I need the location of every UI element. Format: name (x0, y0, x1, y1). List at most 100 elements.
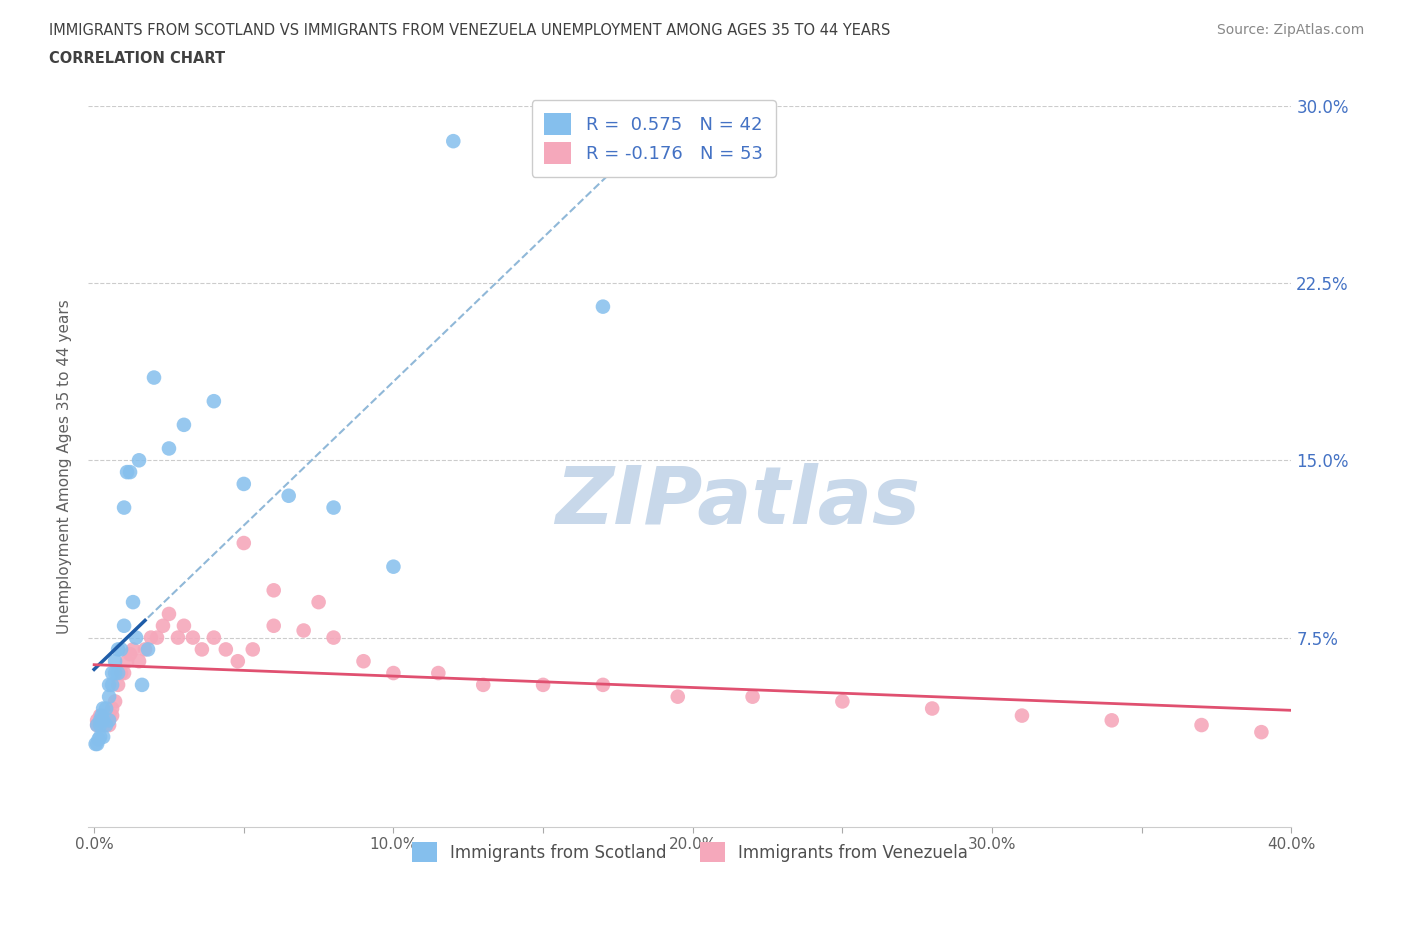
Point (131, 677, 153, 692)
Point (139, 631, 162, 645)
Point (86, 718, 108, 733)
Text: CORRELATION CHART: CORRELATION CHART (49, 51, 225, 66)
Point (921, 701, 943, 716)
Point (98, 713, 121, 728)
Point (232, 476, 254, 491)
Point (322, 631, 344, 645)
Point (125, 631, 148, 645)
Point (101, 677, 124, 692)
Point (157, 606, 180, 621)
Point (91, 718, 114, 733)
Point (89, 718, 111, 733)
Point (89, 708, 111, 723)
Point (128, 654, 150, 669)
Point (118, 465, 141, 480)
Point (242, 642, 264, 657)
Point (110, 666, 132, 681)
Point (98, 689, 121, 704)
Point (134, 642, 156, 657)
Point (441, 134, 464, 149)
Point (107, 666, 129, 681)
Point (157, 441, 180, 456)
Point (173, 618, 195, 633)
Point (292, 623, 315, 638)
Point (107, 677, 129, 692)
Point (136, 642, 159, 657)
Point (263, 618, 285, 633)
Point (104, 654, 127, 669)
Point (152, 618, 174, 633)
Point (173, 418, 195, 432)
Point (98, 677, 121, 692)
Point (87, 732, 110, 747)
Point (98, 718, 121, 733)
Text: Source: ZipAtlas.com: Source: ZipAtlas.com (1216, 23, 1364, 37)
Text: IMMIGRANTS FROM SCOTLAND VS IMMIGRANTS FROM VENEZUELA UNEMPLOYMENT AMONG AGES 35: IMMIGRANTS FROM SCOTLAND VS IMMIGRANTS F… (49, 23, 890, 38)
Point (427, 666, 450, 681)
Point (98, 708, 121, 723)
Point (115, 465, 138, 480)
Text: ZIPatlas: ZIPatlas (555, 463, 921, 541)
Point (353, 654, 375, 669)
Point (531, 677, 554, 692)
Point (104, 694, 127, 709)
Point (101, 666, 124, 681)
Point (122, 642, 145, 657)
Point (89, 718, 111, 733)
Point (472, 677, 495, 692)
Point (143, 370, 166, 385)
Point (146, 631, 169, 645)
Point (86, 713, 108, 728)
Point (277, 488, 299, 503)
Point (112, 666, 135, 681)
Point (91, 701, 114, 716)
Legend: Immigrants from Scotland, Immigrants from Venezuela: Immigrants from Scotland, Immigrants fro… (405, 835, 974, 869)
Point (115, 654, 138, 669)
Point (1011, 708, 1033, 723)
Point (202, 393, 225, 408)
Point (232, 536, 254, 551)
Point (107, 642, 129, 657)
Point (226, 654, 249, 669)
Point (167, 631, 190, 645)
Point (1250, 724, 1272, 739)
Point (263, 583, 285, 598)
Point (666, 689, 689, 704)
Point (94, 708, 117, 723)
Point (89, 713, 111, 728)
Point (86, 737, 108, 751)
Point (110, 642, 132, 657)
Point (112, 618, 135, 633)
Point (94, 718, 117, 733)
Point (90, 708, 112, 723)
Point (1101, 713, 1123, 728)
Point (128, 453, 150, 468)
Point (84, 737, 107, 751)
Point (592, 299, 614, 314)
Point (94, 713, 117, 728)
Point (308, 594, 330, 609)
Point (101, 701, 124, 716)
Point (104, 666, 127, 681)
Point (831, 694, 853, 709)
Point (181, 631, 204, 645)
Point (592, 677, 614, 692)
Point (101, 708, 124, 723)
Point (91, 729, 114, 744)
Point (112, 500, 135, 515)
Point (741, 689, 763, 704)
Point (91, 713, 114, 728)
Point (91, 713, 114, 728)
Point (215, 642, 238, 657)
Y-axis label: Unemployment Among Ages 35 to 44 years: Unemployment Among Ages 35 to 44 years (58, 299, 72, 633)
Point (202, 631, 225, 645)
Point (322, 500, 344, 515)
Point (382, 559, 405, 574)
Point (118, 646, 141, 661)
Point (86, 718, 108, 733)
Point (1191, 718, 1213, 733)
Point (191, 642, 214, 657)
Point (122, 594, 145, 609)
Point (94, 701, 117, 716)
Point (382, 666, 405, 681)
